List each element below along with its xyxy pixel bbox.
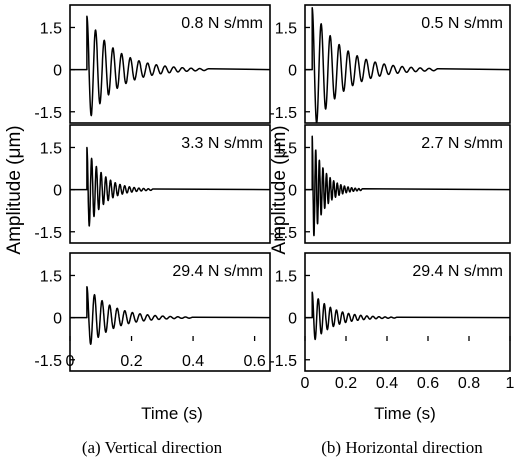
y-axis-label: Amplitude (μm): [269, 125, 290, 254]
panel-frame: [304, 4, 511, 124]
panel-frame: [304, 252, 511, 372]
x-tick-label: 0.4: [182, 353, 204, 370]
y-tick-label: 0: [288, 311, 297, 328]
y-axis-label: Amplitude (μm): [4, 125, 25, 254]
y-tick-label: -1.5: [269, 105, 297, 122]
y-tick-label: -1.5: [269, 353, 297, 370]
waveform-line: [70, 146, 271, 227]
panel-label: 0.5 N s/mm: [421, 15, 503, 32]
panel-frame: [69, 4, 271, 124]
x-axis-label: Time (s): [374, 404, 436, 423]
x-tick-label: 0.2: [120, 353, 142, 370]
figure-caption: (a) Vertical direction: [82, 438, 223, 457]
x-tick-label: 0.2: [335, 375, 357, 392]
y-tick-label: -1.5: [269, 225, 297, 242]
waveform-line: [305, 135, 511, 237]
y-tick-label: 1.5: [40, 268, 62, 285]
x-tick-label: 1: [506, 375, 515, 392]
panel-label: 29.4 N s/mm: [412, 263, 503, 280]
y-tick-label: 0: [53, 183, 62, 200]
y-tick-label: 0: [53, 63, 62, 80]
y-tick-label: 0: [288, 183, 297, 200]
panel-frame: [69, 124, 271, 244]
y-tick-label: 1.5: [40, 140, 62, 157]
y-tick-label: 1.5: [275, 140, 297, 157]
y-tick-label: 1.5: [40, 20, 62, 37]
waveform-line: [70, 15, 271, 117]
figure-caption: (b) Horizontal direction: [321, 438, 483, 457]
panel-label: 29.4 N s/mm: [172, 263, 263, 280]
waveform-line: [305, 7, 511, 124]
waveform-line: [70, 285, 271, 345]
y-tick-label: 0: [53, 311, 62, 328]
waveform-line: [305, 291, 511, 341]
y-tick-label: -1.5: [34, 353, 62, 370]
x-tick-label: 0.6: [417, 375, 439, 392]
panel-label: 2.7 N s/mm: [421, 135, 503, 152]
x-tick-label: 0: [301, 375, 310, 392]
y-tick-label: -1.5: [34, 105, 62, 122]
x-tick-label: 0.6: [243, 353, 265, 370]
y-tick-label: 0: [288, 63, 297, 80]
y-tick-label: 1.5: [275, 268, 297, 285]
y-tick-label: 1.5: [275, 20, 297, 37]
x-tick-label: 0: [66, 353, 75, 370]
panel-label: 0.8 N s/mm: [181, 15, 263, 32]
panel-frame: [69, 252, 271, 372]
x-tick-label: 0.4: [376, 375, 398, 392]
panel-frame: [304, 124, 511, 244]
x-axis-label: Time (s): [141, 404, 203, 423]
x-tick-label: 0.8: [458, 375, 480, 392]
panel-label: 3.3 N s/mm: [181, 135, 263, 152]
y-tick-label: -1.5: [34, 225, 62, 242]
